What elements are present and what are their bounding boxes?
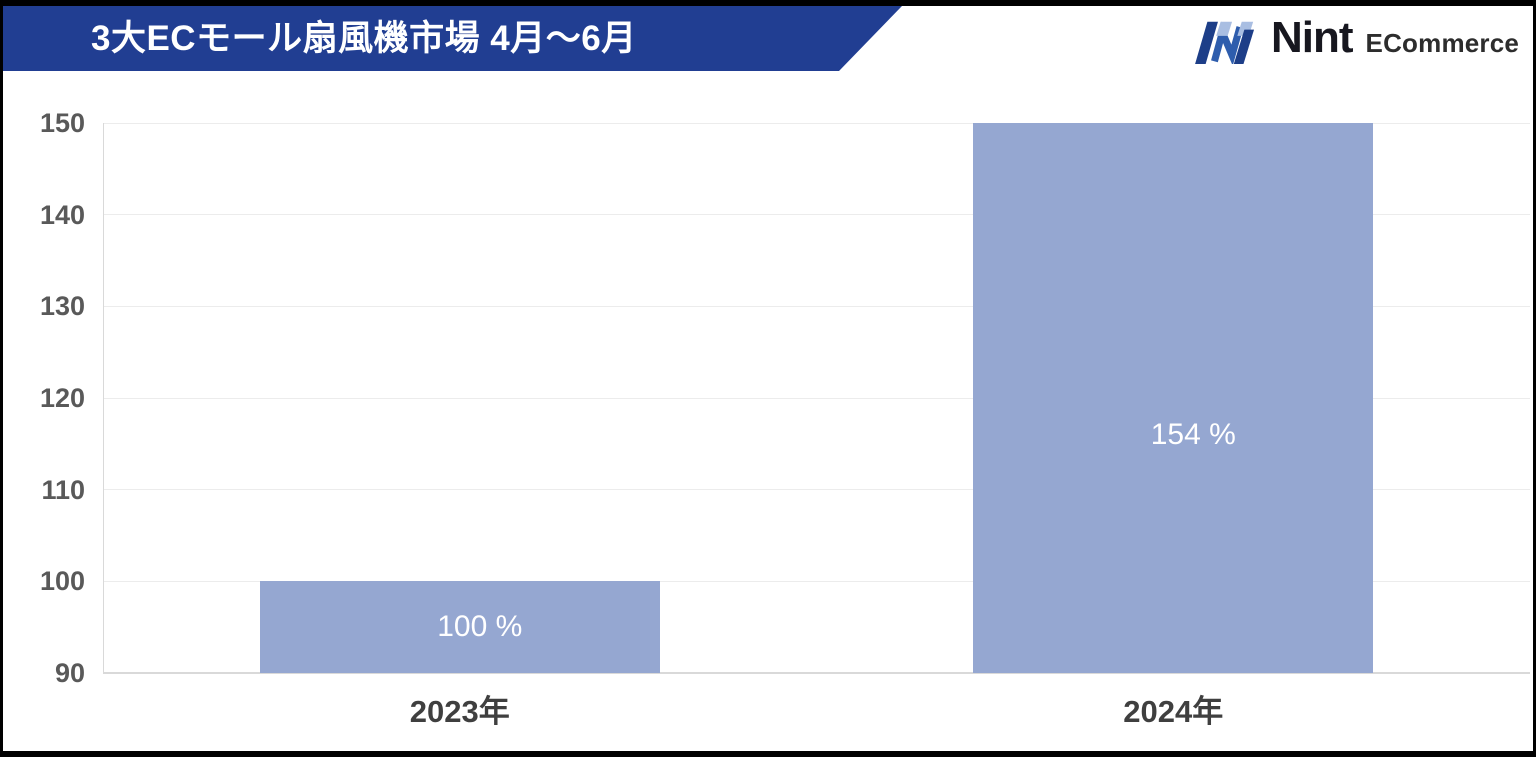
y-axis-tick-label: 110 bbox=[41, 474, 85, 505]
gridline bbox=[103, 214, 1530, 216]
bar-2023年 bbox=[259, 581, 660, 673]
y-axis-tick-label: 140 bbox=[39, 199, 85, 230]
y-axis-tick-label: 120 bbox=[39, 383, 85, 413]
gridline bbox=[103, 305, 1530, 307]
gridline bbox=[103, 672, 1530, 674]
bar-value-label: 154 % bbox=[1150, 417, 1236, 451]
gridline bbox=[103, 489, 1530, 491]
y-axis-tick-label: 90 bbox=[54, 658, 85, 688]
y-axis-tick-label: 150 bbox=[39, 108, 85, 138]
gridline bbox=[103, 580, 1530, 582]
bar-chart: 90 100 110 120 130 140 150 100 % 2023年 154 % 2024年 bbox=[3, 6, 1533, 751]
y-axis-tick-label: 100 bbox=[39, 566, 85, 597]
y-axis-line bbox=[103, 123, 104, 673]
bar-value-label: 100 % bbox=[437, 610, 523, 644]
gridline bbox=[103, 397, 1530, 399]
page-title: 3大ECモール扇風機市場 4月～6月 bbox=[91, 19, 637, 58]
gridline bbox=[103, 122, 1530, 124]
y-axis-tick-label: 130 bbox=[39, 291, 85, 322]
title-banner bbox=[3, 6, 902, 71]
nint-logo-mark-icon bbox=[1195, 21, 1255, 64]
x-axis-category-label: 2023年 bbox=[409, 694, 510, 729]
bar-2024年 bbox=[973, 123, 1374, 673]
nint-logo: Nint ECommerce bbox=[1188, 16, 1519, 64]
x-axis-category-label: 2024年 bbox=[1123, 694, 1224, 729]
nint-logo-text: Nint bbox=[1271, 13, 1354, 62]
ecommerce-logo-text: ECommerce bbox=[1365, 28, 1520, 58]
